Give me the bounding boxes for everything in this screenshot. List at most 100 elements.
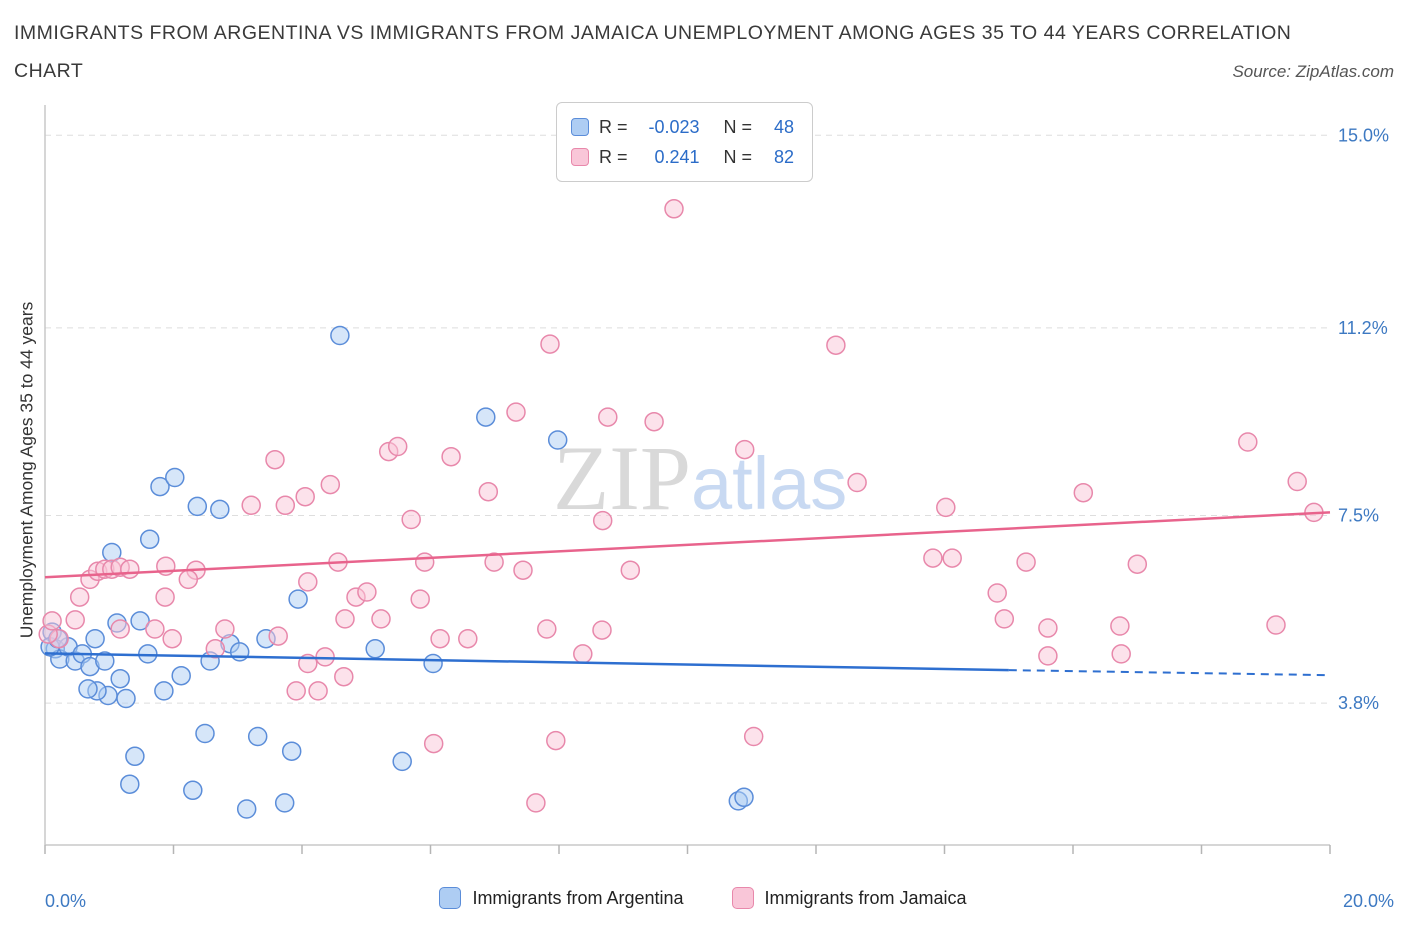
scatter-point-jamaica[interactable]	[1127, 554, 1148, 574]
scatter-point-jamaica[interactable]	[410, 589, 430, 609]
scatter-point-jamaica[interactable]	[1110, 616, 1130, 636]
scatter-point-argentina[interactable]	[110, 668, 130, 689]
scatter-point-jamaica[interactable]	[110, 619, 130, 639]
legend-item-jamaica[interactable]: Immigrants from Jamaica	[731, 887, 967, 909]
scatter-point-argentina[interactable]	[236, 799, 257, 819]
scatter-point-jamaica[interactable]	[65, 610, 85, 630]
scatter-point-argentina[interactable]	[229, 642, 250, 662]
scatter-point-argentina[interactable]	[195, 723, 215, 744]
scatter-point-argentina[interactable]	[139, 529, 160, 550]
scatter-point-jamaica[interactable]	[644, 411, 664, 432]
scatter-point-jamaica[interactable]	[994, 609, 1015, 629]
scatter-point-argentina[interactable]	[187, 496, 208, 517]
scatter-point-jamaica[interactable]	[69, 587, 90, 607]
scatter-point-jamaica[interactable]	[357, 582, 377, 602]
scatter-point-jamaica[interactable]	[1038, 646, 1058, 666]
scatter-point-jamaica[interactable]	[298, 572, 318, 592]
scatter-point-argentina[interactable]	[125, 746, 145, 767]
scatter-point-argentina[interactable]	[247, 726, 268, 747]
scatter-point-argentina[interactable]	[78, 679, 98, 699]
scatter-point-argentina[interactable]	[476, 407, 496, 427]
scatter-point-jamaica[interactable]	[308, 681, 328, 701]
scatter-point-jamaica[interactable]	[513, 560, 533, 580]
scatter-point-argentina[interactable]	[116, 688, 136, 709]
scatter-point-jamaica[interactable]	[334, 666, 354, 687]
scatter-point-jamaica[interactable]	[1111, 644, 1131, 664]
scatter-point-jamaica[interactable]	[458, 628, 478, 649]
scatter-point-argentina[interactable]	[130, 611, 150, 631]
scatter-point-jamaica[interactable]	[423, 733, 444, 754]
scatter-point-jamaica[interactable]	[162, 628, 182, 649]
scatter-point-argentina[interactable]	[120, 774, 140, 794]
scatter-point-jamaica[interactable]	[215, 619, 235, 639]
scatter-point-jamaica[interactable]	[484, 552, 504, 572]
scatter-point-argentina[interactable]	[423, 653, 443, 674]
scatter-point-jamaica[interactable]	[178, 569, 199, 590]
scatter-point-jamaica[interactable]	[265, 449, 285, 470]
scatter-point-jamaica[interactable]	[598, 407, 618, 427]
scatter-point-jamaica[interactable]	[923, 548, 943, 568]
scatter-point-jamaica[interactable]	[155, 587, 175, 607]
scatter-point-jamaica[interactable]	[268, 626, 288, 646]
scatter-point-argentina[interactable]	[150, 476, 170, 497]
scatter-point-jamaica[interactable]	[987, 583, 1007, 603]
scatter-point-jamaica[interactable]	[664, 199, 684, 219]
scatter-point-argentina[interactable]	[330, 325, 350, 346]
scatter-point-jamaica[interactable]	[42, 611, 62, 631]
scatter-point-jamaica[interactable]	[573, 644, 593, 664]
scatter-point-jamaica[interactable]	[540, 334, 560, 354]
scatter-point-jamaica[interactable]	[295, 486, 315, 507]
scatter-point-jamaica[interactable]	[1038, 618, 1058, 638]
scatter-point-jamaica[interactable]	[335, 609, 355, 629]
scatter-point-jamaica[interactable]	[401, 509, 421, 530]
scatter-point-argentina[interactable]	[95, 651, 115, 671]
scatter-point-jamaica[interactable]	[506, 402, 526, 422]
scatter-point-jamaica[interactable]	[592, 620, 612, 640]
scatter-point-argentina[interactable]	[547, 430, 568, 450]
scatter-point-argentina[interactable]	[210, 499, 230, 520]
scatter-point-jamaica[interactable]	[734, 439, 755, 460]
scatter-point-argentina[interactable]	[365, 639, 385, 659]
scatter-point-jamaica[interactable]	[320, 474, 341, 495]
scatter-point-jamaica[interactable]	[241, 495, 261, 516]
scatter-point-argentina[interactable]	[392, 751, 412, 772]
scatter-point-jamaica[interactable]	[478, 481, 499, 502]
scatter-point-jamaica[interactable]	[537, 619, 557, 639]
scatter-point-argentina[interactable]	[85, 628, 105, 649]
scatter-point-jamaica[interactable]	[371, 609, 391, 629]
scatter-point-jamaica[interactable]	[145, 619, 165, 639]
scatter-point-argentina[interactable]	[274, 793, 295, 813]
scatter-point-jamaica[interactable]	[275, 495, 296, 516]
scatter-point-jamaica[interactable]	[1238, 432, 1258, 452]
scatter-point-argentina[interactable]	[288, 589, 308, 609]
scatter-point-jamaica[interactable]	[387, 436, 408, 457]
scatter-point-jamaica[interactable]	[1016, 552, 1036, 572]
scatter-point-argentina[interactable]	[165, 467, 185, 488]
scatter-point-jamaica[interactable]	[1266, 615, 1286, 635]
scatter-point-jamaica[interactable]	[526, 793, 546, 813]
scatter-point-jamaica[interactable]	[826, 335, 846, 355]
scatter-point-jamaica[interactable]	[743, 726, 764, 747]
scatter-point-jamaica[interactable]	[620, 560, 641, 580]
scatter-point-argentina[interactable]	[281, 741, 302, 761]
scatter-point-jamaica[interactable]	[441, 446, 461, 467]
scatter-point-argentina[interactable]	[734, 787, 754, 808]
scatter-point-jamaica[interactable]	[286, 681, 306, 701]
scatter-point-jamaica[interactable]	[1287, 471, 1307, 492]
scatter-point-jamaica[interactable]	[546, 730, 566, 751]
scatter-point-jamaica[interactable]	[936, 497, 956, 518]
scatter-point-jamaica[interactable]	[942, 548, 962, 568]
scatter-point-argentina[interactable]	[171, 665, 191, 686]
r-value-jamaica: 0.241	[654, 146, 700, 167]
scatter-point-jamaica[interactable]	[205, 639, 226, 659]
scatter-point-jamaica[interactable]	[414, 552, 435, 572]
scatter-point-argentina[interactable]	[183, 780, 203, 801]
scatter-point-jamaica[interactable]	[1073, 482, 1094, 503]
scatter-point-jamaica[interactable]	[430, 628, 450, 649]
scatter-point-jamaica[interactable]	[592, 510, 613, 531]
legend-item-argentina[interactable]: Immigrants from Argentina	[439, 887, 684, 909]
scatter-point-argentina[interactable]	[154, 681, 174, 701]
scatter-point-jamaica[interactable]	[120, 559, 140, 579]
scatter-point-jamaica[interactable]	[847, 472, 867, 493]
